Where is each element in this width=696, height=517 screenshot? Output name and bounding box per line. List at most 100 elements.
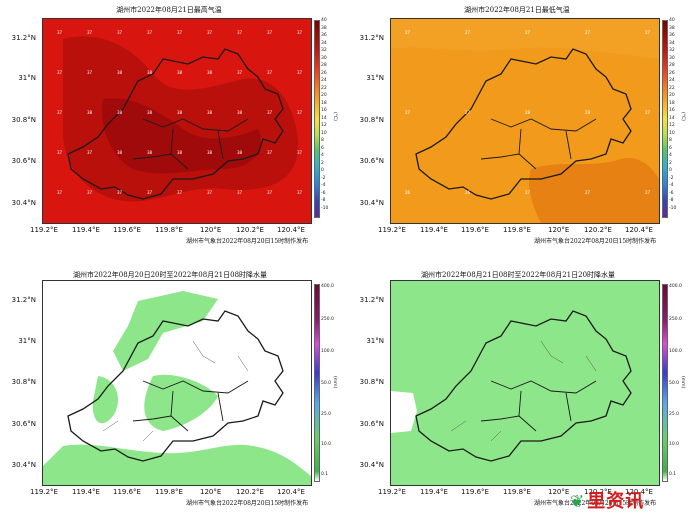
svg-text:37: 37 <box>57 190 63 195</box>
min-temp-map: 27 27 27 27 27 27 27 28 28 27 26 26 27 27 27 <box>391 19 659 223</box>
lon-label: 119.8°E <box>155 488 183 496</box>
credit-text: 湖州市气象台2022年08月20日15时制作发布 <box>534 500 657 507</box>
svg-text:37: 37 <box>267 110 273 115</box>
colorbar-tick: 18 <box>321 100 327 106</box>
lon-label: 120°E <box>200 226 222 234</box>
colorbar-tick: 8 <box>669 138 672 143</box>
svg-text:38: 38 <box>237 150 243 155</box>
svg-text:38: 38 <box>237 110 243 115</box>
lat-label: 30.4°N <box>11 461 36 469</box>
colorbar-tick: 24 <box>669 78 675 83</box>
svg-text:27: 27 <box>465 30 471 35</box>
svg-text:27: 27 <box>465 110 471 115</box>
lon-label: 119.2°E <box>30 488 58 496</box>
colorbar-tick: 10 <box>321 130 327 136</box>
lat-label: 30.4°N <box>359 461 384 469</box>
svg-text:38: 38 <box>177 110 183 115</box>
colorbar-tick: 20 <box>321 93 327 98</box>
colorbar-tick: 250.0 <box>669 317 682 322</box>
svg-text:37: 37 <box>57 150 63 155</box>
svg-text:38: 38 <box>207 150 213 155</box>
colorbar-tick: 100.0 <box>669 349 682 354</box>
svg-text:37: 37 <box>177 190 183 195</box>
lon-label: 120°E <box>200 488 222 496</box>
colorbar-tick: 14 <box>321 115 327 121</box>
colorbar-tick: 34 <box>669 40 675 46</box>
colorbar-tick: -2 <box>669 175 674 181</box>
max-temp-panel: 湖州市2022年08月21日最高气温 31.2°N 31°N 30.8°N 30… <box>0 0 348 250</box>
credit-text: 湖州市气象台2022年08月20日15时制作发布 <box>186 500 309 507</box>
colorbar-tick: 100.0 <box>321 349 334 354</box>
watermark: ❦ 里资讯 <box>570 487 644 513</box>
svg-text:37: 37 <box>207 190 213 195</box>
svg-text:27: 27 <box>405 110 411 115</box>
lon-label: 120.4°E <box>277 488 305 496</box>
lon-label: 119.6°E <box>113 488 141 496</box>
svg-text:27: 27 <box>585 190 591 195</box>
colorbar-tick: 6 <box>669 145 672 151</box>
panel-title: 湖州市2022年08月21日最低气温 <box>464 6 570 14</box>
map-frame <box>390 280 660 486</box>
svg-text:38: 38 <box>147 110 153 115</box>
svg-text:38: 38 <box>87 110 93 115</box>
colorbar-tick: 38 <box>321 25 327 31</box>
colorbar-tick: 30 <box>321 55 327 61</box>
svg-text:37: 37 <box>267 190 273 195</box>
colorbar-tick: 22 <box>669 85 675 91</box>
colorbar-tick: 10.0 <box>669 442 680 447</box>
lat-label: 30.6°N <box>11 420 36 428</box>
colorbar-tick: 28 <box>321 63 327 68</box>
lon-label: 120.4°E <box>625 226 653 234</box>
colorbar-tick: 2 <box>669 160 672 166</box>
lon-label: 119.6°E <box>113 226 141 234</box>
credit-text: 湖州市气象台2022年08月20日15时制作发布 <box>186 238 309 245</box>
svg-text:26: 26 <box>465 190 471 195</box>
lat-label: 30.8°N <box>359 378 384 386</box>
colorbar-tick: 50.0 <box>669 381 680 386</box>
colorbar-tick: 0.1 <box>321 472 329 477</box>
lat-label: 31.2°N <box>359 296 384 304</box>
svg-text:38: 38 <box>147 70 153 75</box>
panel-title: 湖州市2022年08月20日20时至2022年08月21日08时降水量 <box>72 271 268 279</box>
svg-text:38: 38 <box>207 110 213 115</box>
colorbar-tick: 0 <box>669 168 672 173</box>
svg-text:37: 37 <box>87 190 93 195</box>
lat-label: 31°N <box>18 74 36 82</box>
svg-text:38: 38 <box>177 70 183 75</box>
lon-label: 120°E <box>548 226 570 234</box>
colorbar-tick: -8 <box>321 198 326 203</box>
svg-text:37: 37 <box>117 30 123 35</box>
map-frame <box>42 280 312 486</box>
leaf-icon: ❦ <box>570 492 586 512</box>
svg-text:37: 37 <box>297 30 303 35</box>
svg-text:37: 37 <box>177 30 183 35</box>
grid-values: 37 37 37 37 37 37 37 37 37 37 37 38 38 38 38 37 37 37 37… <box>57 30 303 195</box>
rain-day-panel: 湖州市2022年08月21日08时至2022年08月21日20时降水量 31.2… <box>348 258 696 517</box>
svg-text:37: 37 <box>267 70 273 75</box>
svg-text:37: 37 <box>267 150 273 155</box>
lat-label: 31.2°N <box>11 296 36 304</box>
rain-night-panel: 湖州市2022年08月20日20时至2022年08月21日08时降水量 31.2… <box>0 258 348 517</box>
lon-label: 119.8°E <box>503 488 531 496</box>
colorbar-tick: 400.0 <box>321 284 334 289</box>
rain-day-map <box>391 281 659 485</box>
colorbar-unit: (mm) <box>332 376 337 389</box>
lat-label: 30.6°N <box>11 157 36 165</box>
colorbar-tick: 22 <box>321 85 327 91</box>
colorbar-tick: -6 <box>321 190 326 196</box>
colorbar-tick: 2 <box>321 160 324 166</box>
svg-text:27: 27 <box>585 30 591 35</box>
colorbar-tick: 4 <box>321 153 324 158</box>
watermark-text: 里资讯 <box>587 491 645 512</box>
lon-label: 119.8°E <box>503 226 531 234</box>
svg-text:38: 38 <box>117 110 123 115</box>
lat-label: 30.8°N <box>359 116 384 124</box>
svg-text:37: 37 <box>237 70 243 75</box>
svg-text:27: 27 <box>645 30 651 35</box>
colorbar-tick: 10.0 <box>321 442 332 447</box>
colorbar-tick: 16 <box>669 108 675 113</box>
colorbar-tick: 8 <box>321 138 324 143</box>
colorbar-unit: (mm) <box>680 376 685 389</box>
colorbar-tick: 14 <box>669 115 675 121</box>
svg-text:38: 38 <box>207 70 213 75</box>
